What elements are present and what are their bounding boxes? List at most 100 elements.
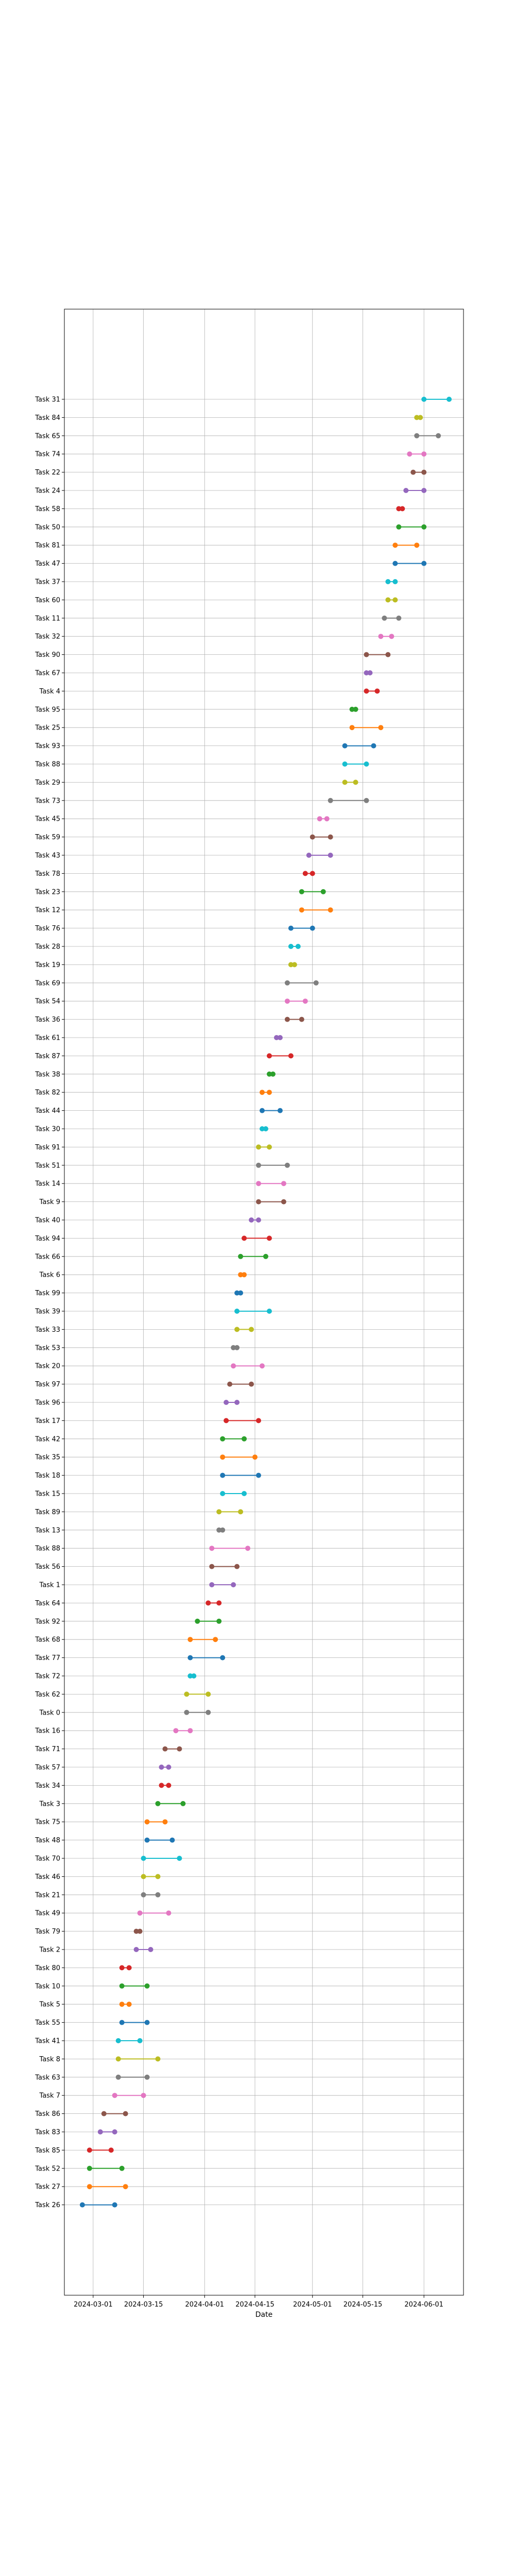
- y-tick-label: Task 32: [35, 633, 60, 641]
- y-tick-label: Task 26: [35, 2201, 60, 2209]
- y-tick-label: Task 6: [39, 1272, 60, 1279]
- y-tick-label: Task 73: [35, 797, 60, 805]
- y-tick-label: Task 51: [35, 1162, 60, 1170]
- task-end-point: [263, 1126, 268, 1131]
- task-start-point: [342, 761, 348, 767]
- plot-frame: [64, 309, 464, 2296]
- y-tick-label: Task 42: [35, 1435, 60, 1443]
- y-tick-label: Task 37: [35, 579, 60, 586]
- y-tick-label: Task 70: [35, 1855, 60, 1863]
- y-tick-label: Task 60: [35, 597, 60, 604]
- y-tick-label: Task 54: [35, 998, 60, 1006]
- task-end-point: [169, 1837, 175, 1843]
- y-tick-label: Task 64: [35, 1600, 60, 1607]
- y-tick-label: Task 52: [35, 2165, 60, 2173]
- task-end-point: [252, 1454, 258, 1460]
- task-end-point: [378, 725, 384, 731]
- task-start-point: [141, 1856, 146, 1861]
- y-tick-label: Task 95: [35, 706, 60, 714]
- task-start-point: [256, 1199, 262, 1205]
- task-end-point: [256, 1472, 262, 1478]
- y-tick-label: Task 65: [35, 432, 60, 440]
- task-start-point: [260, 1126, 265, 1131]
- y-tick-label: Task 80: [35, 1964, 60, 1972]
- task-start-point: [342, 779, 348, 785]
- y-tick-label: Task 69: [35, 979, 60, 987]
- task-end-point: [371, 743, 376, 749]
- task-end-point: [137, 2038, 143, 2043]
- x-tick-label: 2024-05-01: [293, 2301, 332, 2309]
- y-tick-label: Task 9: [39, 1198, 60, 1206]
- gridlines: [64, 309, 464, 2295]
- task-end-point: [266, 1309, 272, 1314]
- y-tick-label: Task 38: [35, 1071, 60, 1078]
- task-end-point: [266, 1144, 272, 1150]
- task-end-point: [119, 2165, 125, 2171]
- task-start-point: [220, 1472, 226, 1478]
- y-tick-label: Task 5: [39, 2001, 60, 2009]
- y-tick-label: Task 61: [35, 1035, 60, 1042]
- task-start-point: [119, 2002, 125, 2007]
- task-end-point: [302, 998, 308, 1004]
- task-start-point: [173, 1728, 179, 1734]
- task-start-point: [378, 634, 384, 639]
- task-end-point: [313, 980, 319, 986]
- task-start-point: [242, 1235, 247, 1241]
- task-end-point: [162, 1819, 168, 1825]
- task-end-point: [155, 1892, 161, 1897]
- task-start-point: [87, 2147, 92, 2153]
- y-tick-label: Task 81: [35, 542, 60, 550]
- y-tick-label: Task 39: [35, 1308, 60, 1316]
- task-end-point: [177, 1746, 182, 1752]
- y-tick-label: Task 18: [35, 1472, 60, 1480]
- x-tick-label: 2024-04-15: [235, 2301, 274, 2309]
- y-tick-label: Task 19: [35, 961, 60, 969]
- task-start-point: [260, 1108, 265, 1113]
- task-start-point: [284, 1016, 290, 1022]
- task-start-point: [101, 2111, 107, 2116]
- y-tick-label: Task 78: [35, 870, 60, 878]
- y-tick-label: Task 35: [35, 1454, 60, 1462]
- task-end-point: [400, 506, 405, 512]
- task-start-point: [159, 1783, 164, 1788]
- task-end-point: [148, 1947, 153, 1952]
- task-start-point: [231, 1363, 236, 1369]
- task-end-point: [328, 853, 333, 858]
- task-end-point: [126, 1965, 132, 1971]
- task-start-point: [87, 2165, 92, 2171]
- y-tick-label: Task 97: [35, 1381, 60, 1388]
- task-start-point: [187, 1637, 193, 1642]
- y-tick-label: Task 57: [35, 1764, 60, 1772]
- task-start-point: [115, 2038, 121, 2043]
- task-start-point: [266, 1071, 272, 1077]
- task-start-point: [224, 1418, 229, 1423]
- task-start-point: [414, 433, 420, 438]
- task-end-point: [353, 779, 358, 785]
- y-tick-label: Task 77: [35, 1654, 60, 1662]
- y-tick-label: Task 72: [35, 1673, 60, 1681]
- y-tick-label: Task 3: [39, 1800, 60, 1808]
- task-start-point: [385, 597, 391, 603]
- task-end-point: [177, 1856, 182, 1861]
- task-end-point: [216, 1618, 222, 1624]
- task-start-point: [137, 1910, 143, 1916]
- task-end-point: [234, 1564, 240, 1569]
- task-end-point: [364, 761, 369, 767]
- task-start-point: [195, 1618, 200, 1624]
- task-end-point: [238, 1290, 244, 1296]
- task-start-point: [133, 1947, 139, 1952]
- task-start-point: [220, 1491, 226, 1496]
- task-end-point: [421, 488, 427, 493]
- y-tick-label: Task 87: [35, 1053, 60, 1060]
- x-tick-labels: 2024-03-01 2024-03-15 2024-04-01 2024-04-15…: [74, 2295, 443, 2309]
- task-end-point: [166, 1910, 171, 1916]
- y-tick-label: Task 85: [35, 2147, 60, 2155]
- y-tick-label: Task 49: [35, 1910, 60, 1918]
- task-end-point: [389, 634, 394, 639]
- task-end-point: [180, 1801, 186, 1806]
- task-start-point: [187, 1673, 193, 1679]
- y-tick-label: Task 33: [35, 1326, 60, 1334]
- task-start-point: [144, 1819, 150, 1825]
- y-tick-label: Task 76: [35, 925, 60, 933]
- y-tick-label: Task 27: [35, 2183, 60, 2191]
